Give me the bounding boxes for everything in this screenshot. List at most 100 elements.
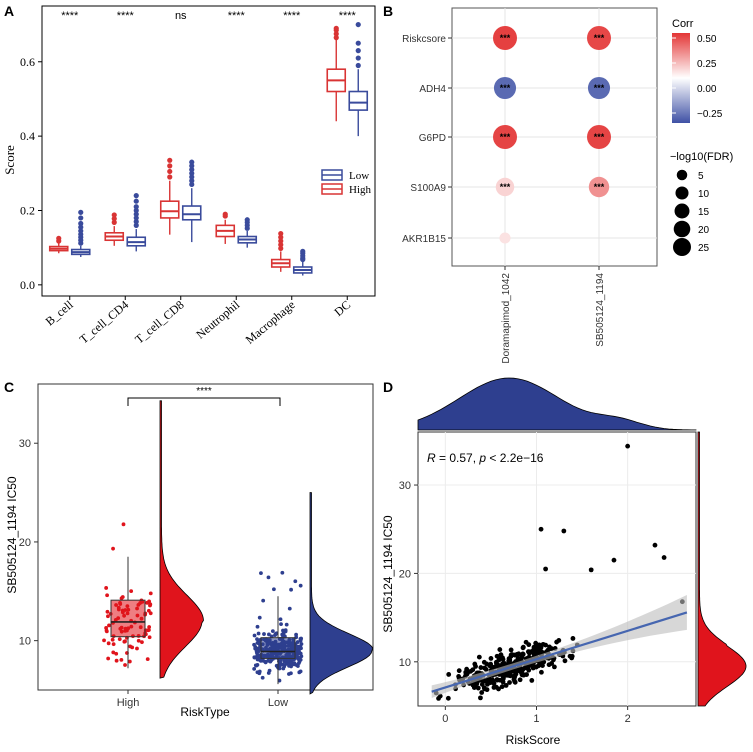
panel-c-frame <box>37 383 374 691</box>
data-point <box>273 633 277 637</box>
significance-label: **** <box>339 10 357 22</box>
y-tick-label: 10 <box>19 636 31 648</box>
scatter-point <box>546 662 552 668</box>
dot-significance: *** <box>594 83 605 93</box>
colorbar-tick-label: 0.50 <box>697 34 717 45</box>
scatter-point <box>526 642 532 648</box>
data-point <box>261 598 266 603</box>
scatter-point <box>508 652 514 658</box>
scatter-point <box>478 695 483 701</box>
scatter-point <box>520 645 526 651</box>
data-point <box>262 632 266 636</box>
panel-d-plot-bg <box>417 431 697 707</box>
outlier-point <box>133 222 139 228</box>
violin-high <box>159 400 204 679</box>
scatter-point <box>507 657 513 663</box>
outlier-point <box>278 234 284 240</box>
data-point <box>287 663 291 668</box>
data-point <box>287 606 292 611</box>
outlier-point <box>333 25 339 31</box>
size-legend-label: 25 <box>698 243 710 254</box>
data-point <box>110 637 115 642</box>
corr-legend-title: Corr <box>672 18 694 30</box>
box-low <box>260 637 296 659</box>
data-point <box>283 629 288 634</box>
outlier-point <box>222 211 228 217</box>
scatter-point <box>499 684 505 690</box>
scatter-point <box>570 636 576 641</box>
data-point <box>293 579 298 584</box>
panel-c-xlabel: RiskType <box>180 705 230 719</box>
data-point <box>298 583 303 588</box>
outlier-point <box>111 216 117 222</box>
box-high <box>110 599 146 638</box>
scatter-point <box>494 661 499 667</box>
size-legend-dot <box>675 186 689 200</box>
violin-low <box>309 492 374 695</box>
legend-low-label: Low <box>349 170 369 182</box>
scatter-point <box>530 665 536 671</box>
row-label: G6PD <box>419 133 446 144</box>
scatter-point <box>463 669 469 675</box>
panel-d-xlabel: RiskScore <box>506 733 561 747</box>
scatter-point <box>517 677 523 683</box>
dot-significance: *** <box>594 33 605 43</box>
x-tick-label: Neutrophil <box>193 297 242 342</box>
outlier-point <box>111 219 117 225</box>
scatter-point <box>661 555 667 560</box>
data-point <box>295 640 300 644</box>
panel-label-a: A <box>4 3 14 19</box>
data-point <box>257 615 262 620</box>
data-point <box>119 657 124 662</box>
size-legend-label: 5 <box>698 171 704 182</box>
scatter-point <box>468 668 474 674</box>
correlation-dot <box>495 177 515 197</box>
outlier-point <box>355 48 361 54</box>
data-point <box>284 662 289 666</box>
data-point <box>279 622 283 627</box>
data-point <box>106 614 110 619</box>
panel-a-frame <box>41 5 376 297</box>
scatter-point <box>475 685 481 691</box>
data-point <box>292 661 297 666</box>
size-legend-dot <box>676 169 688 181</box>
data-point <box>296 661 301 665</box>
data-point <box>136 638 141 643</box>
scatter-point <box>552 664 557 670</box>
scatter-point <box>483 678 488 684</box>
panel-b-dotplot: Riskcsore ADH4 G6PD S100A9 AKR1B15 Doramapim… <box>402 7 733 364</box>
data-point <box>104 626 109 630</box>
scatter-point <box>494 653 500 659</box>
y-tick-label: 10 <box>399 657 411 669</box>
y-tick-label: 20 <box>19 537 31 549</box>
marginal-density-y <box>697 431 747 707</box>
scatter-point <box>524 672 529 677</box>
x-tick-label: B_cell <box>43 297 77 328</box>
y-tick-label: 0.2 <box>20 203 35 217</box>
scatter-point <box>569 655 575 661</box>
x-tick-label: Macrophage <box>243 298 298 347</box>
scatter-point <box>611 557 617 563</box>
outlier-point <box>278 230 284 237</box>
data-point <box>266 658 271 663</box>
outlier-point <box>189 174 195 180</box>
x-tick-label: Low <box>268 697 288 709</box>
scatter-point <box>497 647 503 652</box>
outlier-point <box>189 166 195 173</box>
data-point <box>297 649 301 654</box>
scatter-point <box>445 695 451 701</box>
outlier-point <box>189 181 195 188</box>
data-point <box>145 657 150 662</box>
data-point <box>117 637 122 642</box>
data-point <box>105 609 110 614</box>
scatter-point <box>479 690 485 695</box>
outlier-point <box>167 163 173 169</box>
panel-a-ylabel: Score <box>2 145 17 175</box>
scatter-point <box>625 443 631 449</box>
annotation-p-value: < 2.2e−16 <box>486 451 544 465</box>
scatter-point <box>496 686 501 692</box>
x-tick-label: 1 <box>533 713 539 725</box>
significance-label: **** <box>283 10 301 22</box>
